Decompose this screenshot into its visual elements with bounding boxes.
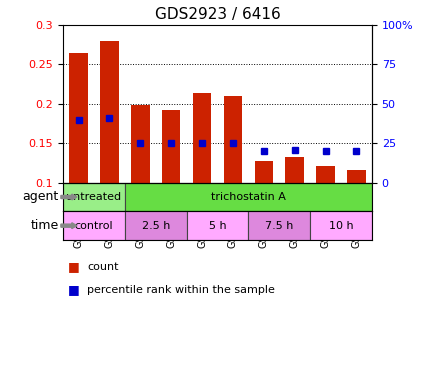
Text: agent: agent (23, 190, 59, 204)
Bar (63, 211, 125, 240)
Text: 7.5 h: 7.5 h (264, 221, 293, 231)
Text: ■: ■ (67, 260, 79, 273)
Bar (125, 211, 186, 240)
Bar (69, 53, 88, 183)
Text: 10 h: 10 h (328, 221, 352, 231)
Bar (316, 166, 334, 183)
Text: time: time (30, 219, 59, 232)
Bar (223, 96, 242, 183)
Bar (125, 183, 371, 211)
Bar (248, 211, 309, 240)
Text: ■: ■ (67, 283, 79, 296)
Text: control: control (75, 221, 113, 231)
Bar (309, 211, 371, 240)
Text: percentile rank within the sample: percentile rank within the sample (87, 285, 274, 295)
Bar (131, 105, 149, 183)
Bar (192, 93, 211, 183)
Text: count: count (87, 262, 118, 272)
Text: 5 h: 5 h (208, 221, 226, 231)
Bar (100, 41, 118, 183)
Bar (346, 170, 365, 183)
Bar (186, 211, 248, 240)
Title: GDS2923 / 6416: GDS2923 / 6416 (154, 7, 280, 22)
Bar (63, 183, 125, 211)
Text: trichostatin A: trichostatin A (210, 192, 285, 202)
Bar (285, 157, 303, 183)
Text: untreated: untreated (66, 192, 121, 202)
Bar (254, 161, 273, 183)
Text: 2.5 h: 2.5 h (141, 221, 170, 231)
Bar (161, 110, 180, 183)
